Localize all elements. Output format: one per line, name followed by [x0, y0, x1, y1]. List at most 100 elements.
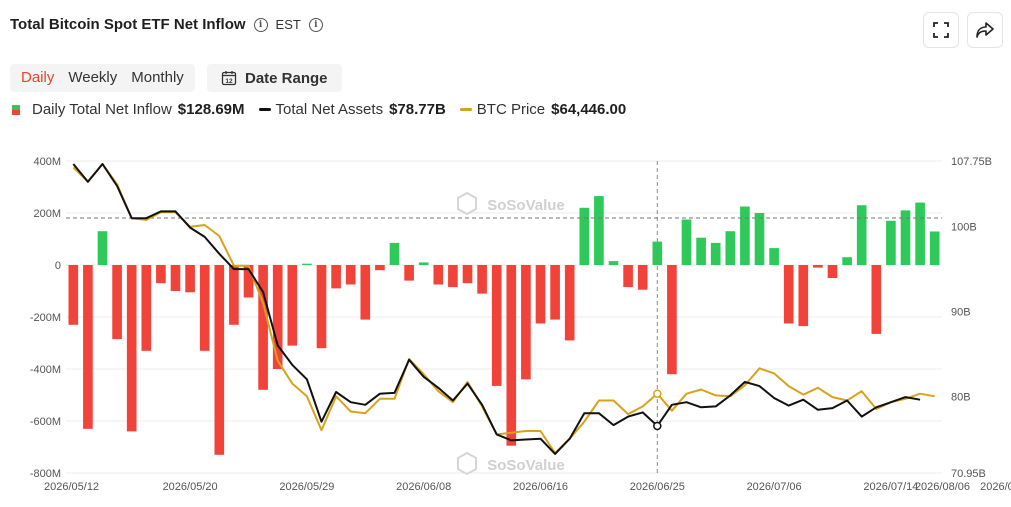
inflow-bar-negative[interactable] — [185, 265, 195, 293]
inflow-bar-negative[interactable] — [112, 265, 122, 340]
inflow-bar-positive[interactable] — [302, 263, 312, 265]
inflow-bar-positive[interactable] — [418, 262, 429, 265]
legend-item-total-net-assets[interactable]: Total Net Assets $78.77B — [258, 101, 446, 118]
inflow-bar-negative[interactable] — [214, 265, 225, 455]
calendar-icon: 12 — [221, 71, 237, 86]
inflow-bar-positive[interactable] — [740, 206, 750, 266]
fullscreen-button[interactable] — [923, 12, 959, 48]
inflow-bar-negative[interactable] — [156, 265, 166, 284]
y-right-tick-label: 80B — [951, 391, 971, 403]
inflow-bar-negative[interactable] — [637, 265, 648, 290]
inflow-bar-positive[interactable] — [594, 196, 604, 265]
inflow-bar-positive[interactable] — [681, 219, 692, 266]
legend-item-net-inflow[interactable]: Daily Total Net Inflow $128.69M — [12, 101, 245, 118]
legend-value: $128.69M — [177, 101, 245, 118]
watermark: SoSoValue SoSoValue — [457, 191, 565, 476]
inflow-bar-negative[interactable] — [433, 265, 444, 285]
inflow-bar-negative[interactable] — [521, 265, 531, 380]
y-left-tick-label: 400M — [33, 156, 61, 168]
inflow-bar-positive[interactable] — [579, 207, 590, 265]
inflow-bar-positive[interactable] — [769, 248, 779, 265]
y-left-tick-label: -600M — [30, 416, 61, 428]
inflow-bar-positive[interactable] — [856, 205, 867, 265]
inflow-bar-negative[interactable] — [813, 265, 823, 268]
watermark-icon — [457, 451, 477, 476]
inflow-bar-negative[interactable] — [827, 265, 838, 278]
x-tick-label: 2026/06/08 — [396, 481, 451, 493]
inflow-bar-negative[interactable] — [287, 265, 298, 346]
y-right-tick-label: 100B — [951, 222, 977, 234]
date-range-button[interactable]: 12 Date Range — [207, 64, 342, 92]
inflow-bar-negative[interactable] — [550, 265, 560, 320]
inflow-bar-negative[interactable] — [331, 265, 341, 289]
inflow-bar-negative[interactable] — [243, 265, 254, 298]
legend-label: BTC Price — [476, 101, 546, 118]
inflow-bar-negative[interactable] — [535, 265, 546, 324]
total-net-assets-line[interactable] — [72, 163, 921, 455]
inflow-bar-positive[interactable] — [842, 257, 852, 265]
inflow-bar-positive[interactable] — [929, 231, 940, 265]
inflow-bar-positive[interactable] — [915, 202, 925, 265]
inflow-bar-negative[interactable] — [783, 265, 794, 324]
inflow-bar-negative[interactable] — [506, 265, 517, 446]
inflow-bar-negative[interactable] — [462, 265, 473, 284]
x-tick-label: 2026/07/14 — [863, 481, 918, 493]
inflow-bar-negative[interactable] — [564, 265, 575, 341]
inflow-bar-negative[interactable] — [258, 265, 268, 390]
chart-legend: Daily Total Net Inflow $128.69M Total Ne… — [12, 101, 640, 118]
inflow-bar-positive[interactable] — [886, 220, 896, 265]
bar-swatch-icon — [12, 104, 20, 115]
inflow-bar-positive[interactable] — [710, 242, 721, 265]
inflow-bar-positive[interactable] — [754, 213, 765, 265]
x-tick-label: 2026/06/25 — [630, 481, 685, 493]
tab-daily[interactable]: Daily — [21, 69, 55, 86]
inflow-bar-negative[interactable] — [477, 265, 487, 294]
inflow-bar-negative[interactable] — [404, 265, 414, 281]
inflow-bar-positive[interactable] — [608, 261, 619, 265]
inflow-bar-negative[interactable] — [798, 265, 809, 327]
inflow-bar-negative[interactable] — [229, 265, 239, 325]
tab-monthly[interactable]: Monthly — [131, 69, 184, 86]
inflow-bar-negative[interactable] — [272, 265, 283, 369]
inflow-bar-negative[interactable] — [360, 265, 371, 320]
inflow-bar-negative[interactable] — [68, 265, 79, 325]
series-lines — [66, 161, 942, 473]
legend-value: $78.77B — [389, 101, 446, 118]
inflow-bar-negative[interactable] — [141, 265, 152, 351]
inflow-bar-negative[interactable] — [871, 265, 882, 334]
y-right-tick-label: 107.75B — [951, 156, 992, 168]
y-left-tick-label: 0 — [55, 260, 61, 272]
info-icon[interactable]: i — [253, 17, 268, 32]
share-button[interactable] — [967, 12, 1003, 48]
inflow-bar-negative[interactable] — [170, 265, 181, 291]
timezone-info-icon[interactable]: i — [308, 17, 323, 32]
inflow-bar-positive[interactable] — [696, 237, 706, 265]
btc-price-line[interactable] — [72, 163, 935, 455]
inflow-bar-positive[interactable] — [97, 231, 108, 265]
legend-item-btc-price[interactable]: BTC Price $64,446.00 — [459, 101, 626, 118]
date-range-label: Date Range — [245, 69, 328, 87]
interval-tabs: Daily Weekly Monthly — [10, 64, 195, 92]
inflow-bar-negative[interactable] — [199, 265, 210, 351]
inflow-bar-negative[interactable] — [83, 265, 93, 429]
assets-hover-marker — [653, 421, 662, 431]
inflow-bar-negative[interactable] — [448, 265, 458, 288]
inflow-bars — [68, 196, 940, 455]
y-right-tick-label: 70.95B — [951, 468, 986, 480]
tab-weekly[interactable]: Weekly — [68, 69, 118, 86]
inflow-bar-positive[interactable] — [389, 242, 400, 265]
inflow-bar-negative[interactable] — [316, 265, 327, 349]
inflow-bar-negative[interactable] — [623, 265, 633, 288]
x-tick-label: 2026/08/06 — [915, 481, 970, 493]
inflow-bar-negative[interactable] — [667, 265, 677, 375]
y-left-tick-label: 200M — [33, 208, 61, 220]
inflow-bar-negative[interactable] — [345, 265, 356, 285]
inflow-bar-negative[interactable] — [375, 265, 385, 271]
inflow-bar-negative[interactable] — [126, 265, 137, 432]
x-tick-label: 2026/05/29 — [279, 481, 334, 493]
inflow-bar-positive[interactable] — [900, 210, 911, 265]
y-right-tick-label: 90B — [951, 306, 971, 318]
inflow-bar-negative[interactable] — [491, 265, 502, 386]
inflow-bar-positive[interactable] — [725, 231, 736, 265]
